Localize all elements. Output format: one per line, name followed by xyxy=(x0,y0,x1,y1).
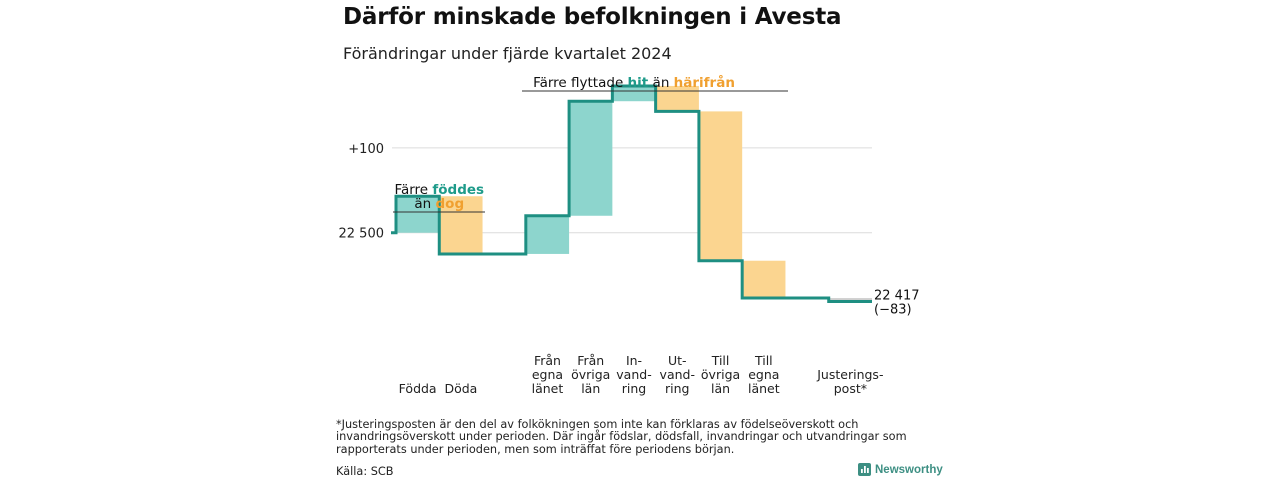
end-value-label: 22 417(−83) xyxy=(874,288,920,317)
births-annotation-line1: Färre föddes xyxy=(394,182,484,198)
brand-name: Newsworthy xyxy=(875,463,943,476)
footnote: *Justeringsposten är den del av folkökni… xyxy=(336,418,907,456)
chart-subtitle: Förändringar under fjärde kvartalet 2024 xyxy=(343,44,672,63)
end-label-line-0: 22 417 xyxy=(874,288,920,303)
x-label-6: Ut-vand-ring xyxy=(660,353,695,396)
x-label-3: Från egna länet xyxy=(532,353,564,396)
bar-1 xyxy=(439,196,483,254)
bar-3 xyxy=(525,215,570,254)
source-label: Källa: SCB xyxy=(336,465,394,478)
bar-4 xyxy=(569,101,613,216)
running-total-line xyxy=(391,84,872,303)
y-tick-label-0: 22 500 xyxy=(339,227,385,242)
x-label-5: In-vand-ring xyxy=(616,353,651,396)
x-label-1: Döda xyxy=(444,381,477,396)
y-tick-labels: 22 500 +100 xyxy=(339,142,385,242)
migration-annotation: Färre flyttade hit än härifrån xyxy=(533,74,735,91)
x-label-4: Från övriga län xyxy=(571,353,610,396)
bar-7 xyxy=(698,111,743,261)
end-label-line-1: (−83) xyxy=(874,302,912,317)
bar-10 xyxy=(828,298,872,302)
x-label-0: Födda xyxy=(399,381,437,396)
bar-5 xyxy=(612,85,656,102)
y-tick-label-1: +100 xyxy=(348,142,384,157)
x-label-10: Justerings-post* xyxy=(816,367,883,396)
x-label-7: Till övriga län xyxy=(701,353,740,396)
bar-0 xyxy=(396,196,440,233)
births-annotation-line2: än dog xyxy=(414,196,464,212)
chart-title: Därför minskade befolkningen i Avesta xyxy=(343,4,842,30)
brand-logo: Newsworthy xyxy=(858,463,943,476)
bar-6 xyxy=(655,85,699,112)
bar-8 xyxy=(742,260,786,299)
waterfall-bars xyxy=(396,85,872,302)
x-label-8: Till egna länet xyxy=(748,353,780,396)
chart-logo-icon xyxy=(858,463,871,476)
